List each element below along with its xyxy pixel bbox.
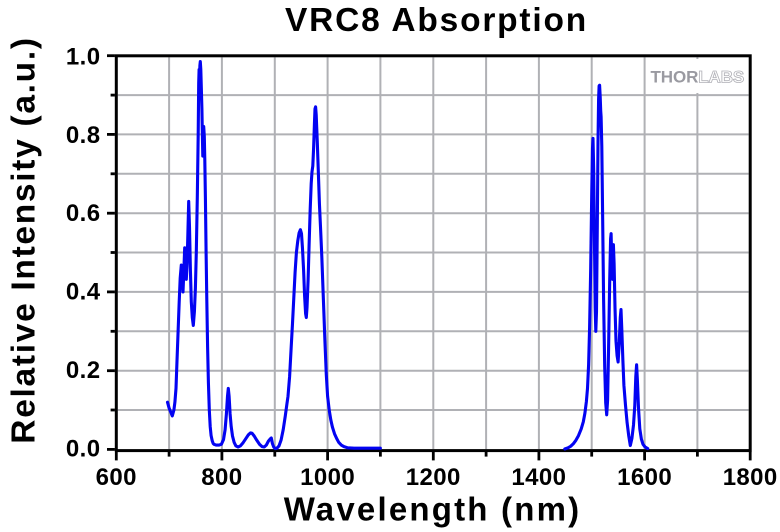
svg-text:1000: 1000	[300, 464, 355, 491]
svg-text:1400: 1400	[511, 464, 566, 491]
svg-text:THORLABS: THORLABS	[651, 68, 745, 87]
svg-text:1800: 1800	[723, 464, 778, 491]
svg-text:1600: 1600	[617, 464, 672, 491]
svg-text:0.2: 0.2	[66, 357, 101, 384]
svg-text:Wavelength (nm): Wavelength (nm)	[284, 491, 582, 528]
svg-text:0.0: 0.0	[66, 436, 101, 463]
svg-text:1200: 1200	[406, 464, 461, 491]
svg-text:0.4: 0.4	[66, 279, 101, 306]
svg-text:0.8: 0.8	[66, 122, 101, 149]
svg-text:800: 800	[201, 464, 242, 491]
svg-text:1.0: 1.0	[66, 43, 101, 70]
svg-text:0.6: 0.6	[66, 200, 101, 227]
svg-text:VRC8 Absorption: VRC8 Absorption	[285, 2, 588, 39]
svg-text:600: 600	[96, 464, 137, 491]
svg-text:Relative Intensity (a.u.): Relative Intensity (a.u.)	[6, 36, 43, 443]
